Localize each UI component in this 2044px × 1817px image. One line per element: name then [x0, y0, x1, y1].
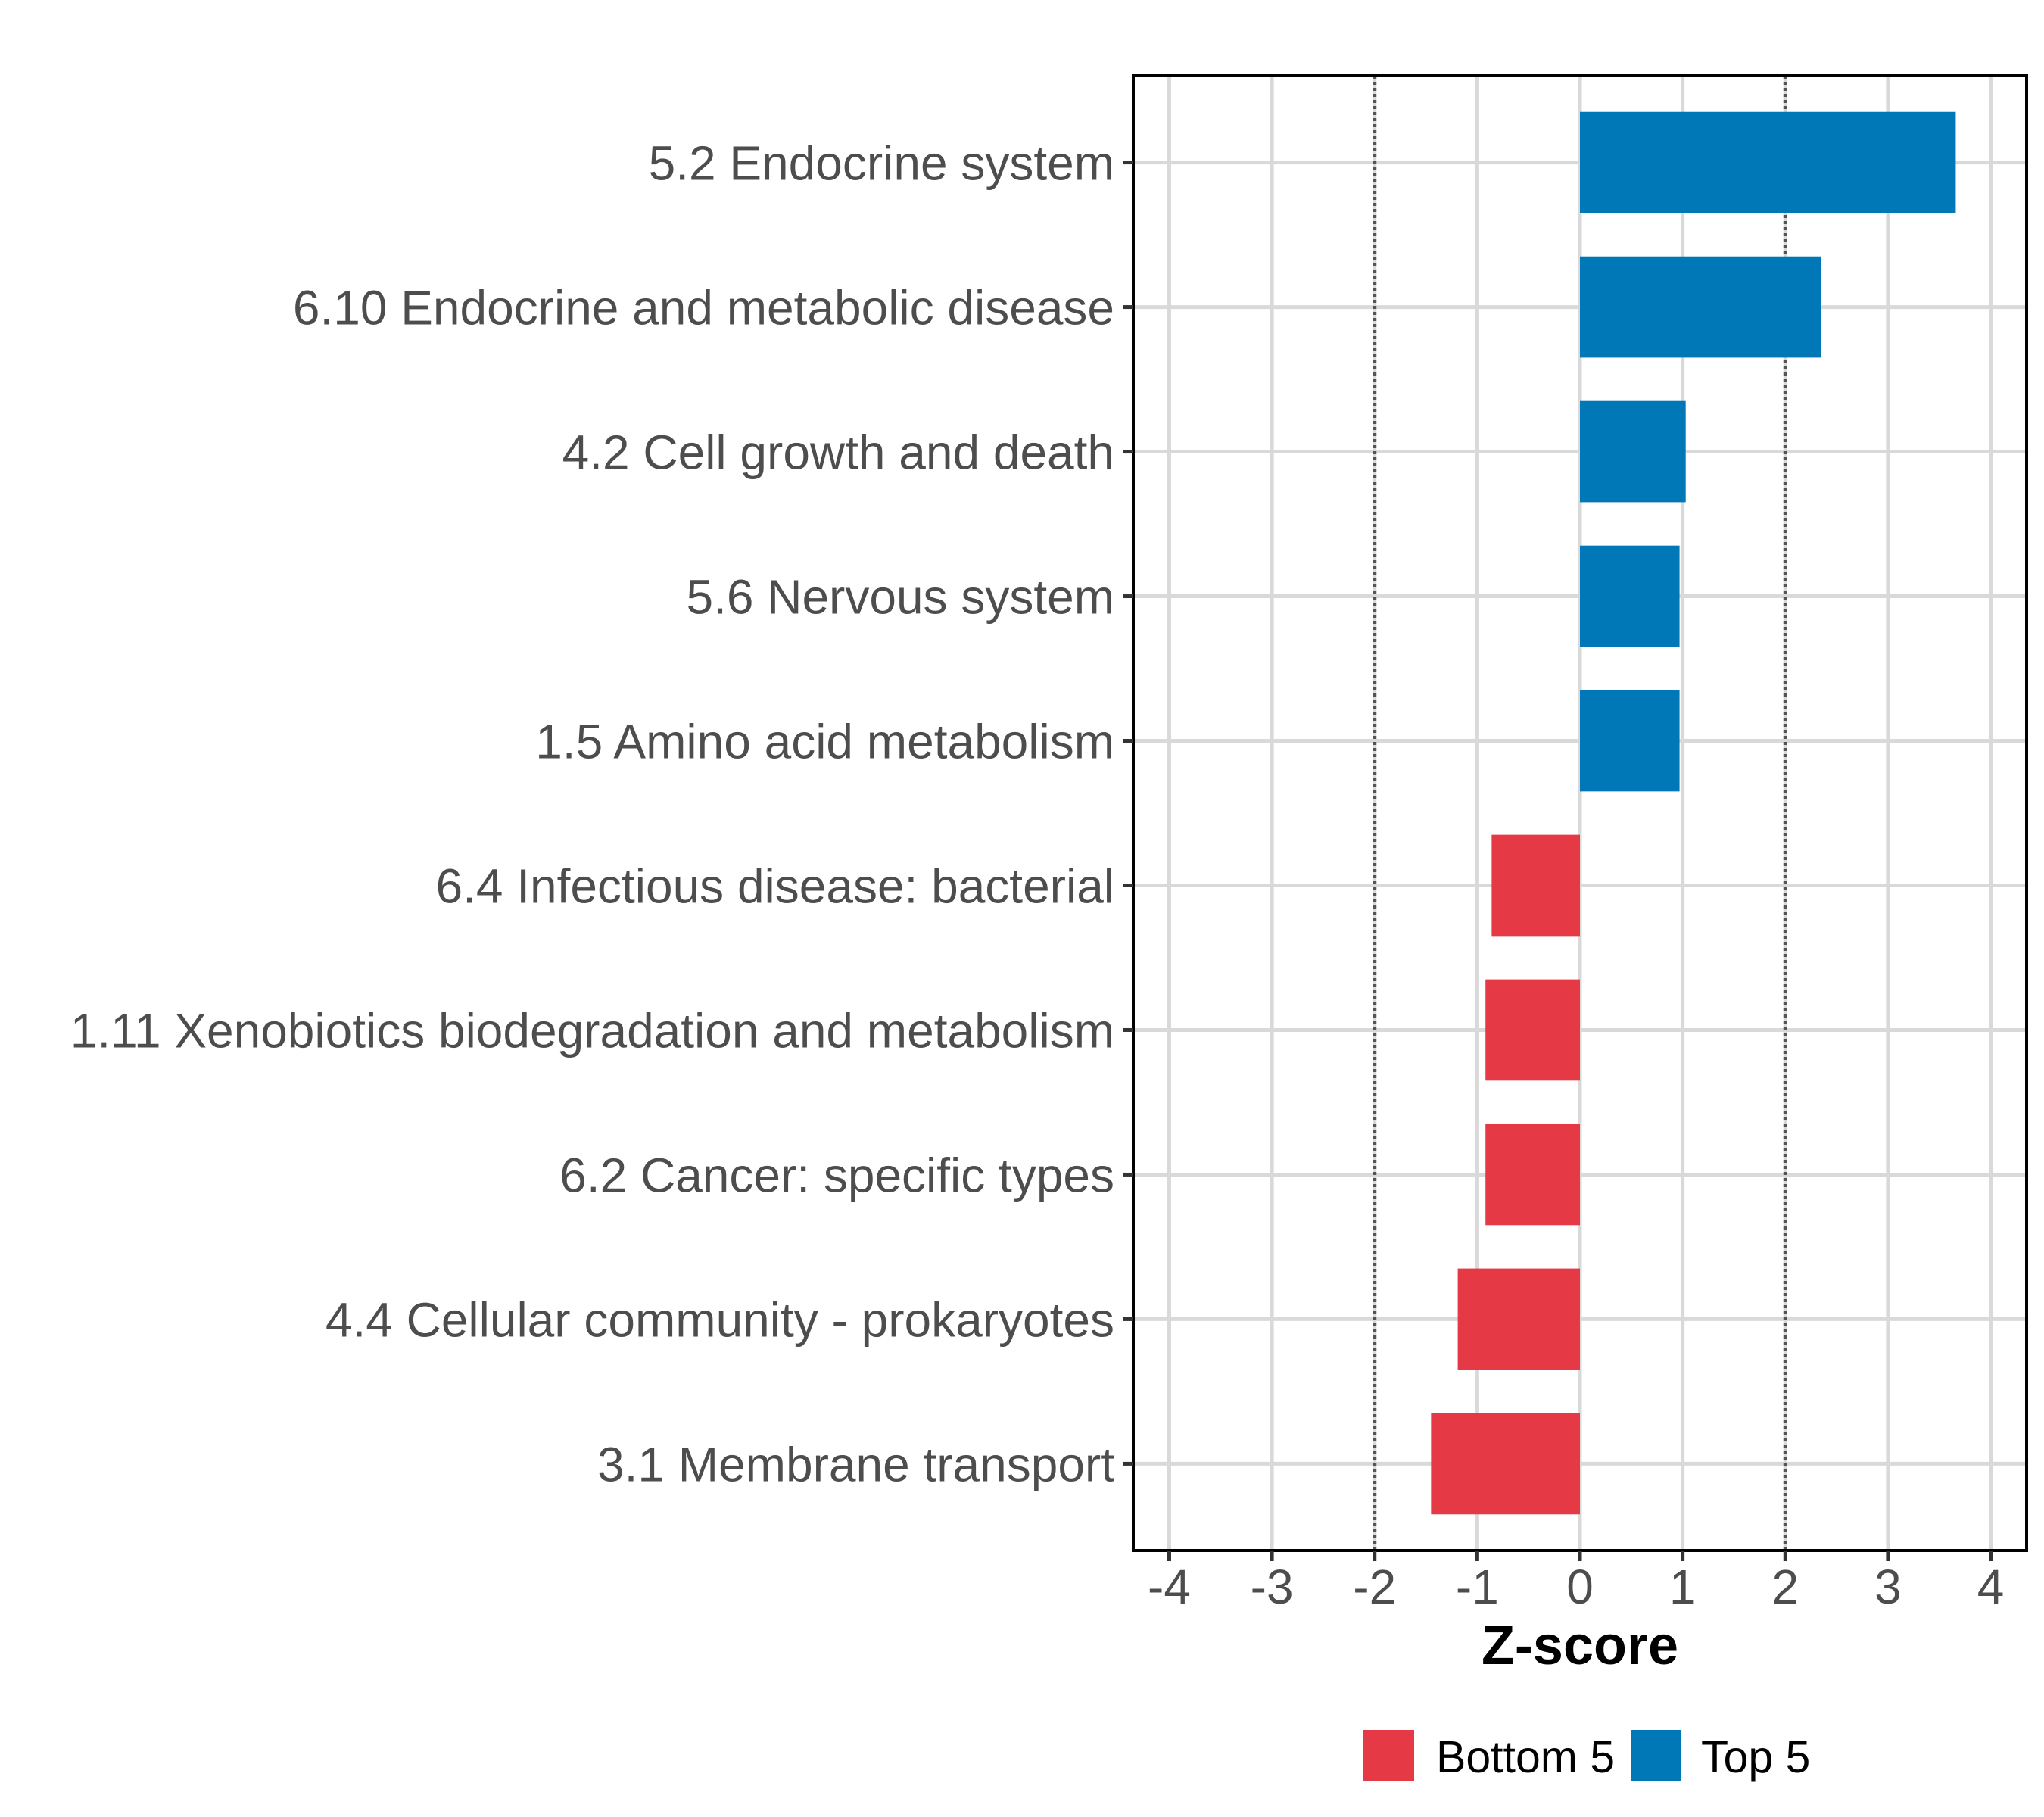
- bar: [1485, 979, 1580, 1081]
- bar: [1580, 545, 1680, 647]
- x-tick-label: 1: [1669, 1560, 1697, 1614]
- bar: [1485, 1124, 1580, 1226]
- bar: [1580, 111, 1956, 213]
- x-tick-label: 4: [1977, 1560, 2005, 1614]
- legend-key: [1363, 1730, 1414, 1781]
- bar: [1580, 256, 1821, 358]
- plot-panel: [1132, 74, 2028, 1552]
- y-tick-label: 6.10 Endocrine and metabolic disease: [293, 281, 1114, 335]
- y-tick-label: 6.4 Infectious disease: bacterial: [435, 859, 1114, 913]
- legend: Bottom 5 Top 5: [1363, 1730, 1810, 1782]
- x-tick-label: -1: [1456, 1560, 1499, 1614]
- x-tick-label: -3: [1251, 1560, 1294, 1614]
- bar: [1580, 400, 1686, 503]
- y-tick-label: 3.1 Membrane transport: [597, 1437, 1114, 1491]
- legend-key: [1631, 1730, 1681, 1781]
- x-tick-label: -4: [1148, 1560, 1191, 1614]
- bar: [1580, 690, 1680, 792]
- y-axis: 5.2 Endocrine system 6.10 Endocrine and m…: [70, 136, 1133, 1491]
- y-tick-label: 1.5 Amino acid metabolism: [535, 715, 1114, 769]
- x-tick-label: -2: [1353, 1560, 1396, 1614]
- y-tick-label: 5.6 Nervous system: [686, 570, 1114, 625]
- bar: [1491, 834, 1580, 937]
- y-tick-label: 4.2 Cell growth and death: [562, 425, 1114, 480]
- legend-label: Top 5: [1701, 1732, 1810, 1782]
- x-axis-title: Z-score: [1482, 1616, 1678, 1676]
- y-tick-label: 6.2 Cancer: specific types: [559, 1148, 1114, 1202]
- bars: [1431, 111, 1956, 1515]
- x-axis: -4 -3 -2 -1 0 1 2 3 4: [1148, 1551, 2004, 1614]
- y-tick-label: 5.2 Endocrine system: [649, 136, 1114, 191]
- bar: [1431, 1413, 1580, 1515]
- x-tick-label: 3: [1874, 1560, 1902, 1614]
- bar: [1457, 1268, 1580, 1370]
- legend-label: Bottom 5: [1436, 1732, 1615, 1782]
- x-tick-label: 2: [1771, 1560, 1799, 1614]
- y-tick-label: 4.4 Cellular community - prokaryotes: [326, 1292, 1114, 1347]
- x-tick-label: 0: [1566, 1560, 1594, 1614]
- y-tick-label: 1.11 Xenobiotics biodegradation and meta…: [70, 1003, 1114, 1058]
